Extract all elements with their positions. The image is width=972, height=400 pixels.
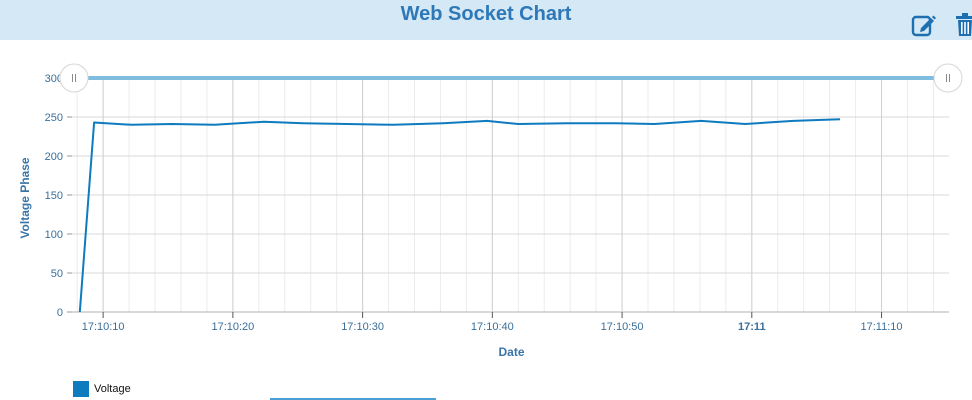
y-tick-label: 150 <box>45 190 63 202</box>
legend-item-voltage[interactable]: Voltage <box>73 380 131 398</box>
scrollbar-track[interactable] <box>72 76 951 80</box>
trash-icon[interactable] <box>952 12 972 38</box>
y-tick-label: 50 <box>51 268 63 280</box>
y-tick-label: 200 <box>45 151 63 163</box>
x-tick-label: 17:10:20 <box>211 321 254 333</box>
series-layer <box>78 118 841 313</box>
scrollbar-grip-left[interactable] <box>59 63 89 93</box>
legend-label: Voltage <box>94 383 131 395</box>
chart-header: Web Socket Chart <box>0 0 972 40</box>
y-tick-label: 250 <box>45 112 63 124</box>
x-axis-label: Date <box>498 345 524 359</box>
y-axis: 0 50 100 150 200 250 300 <box>45 73 72 319</box>
chart-title: Web Socket Chart <box>400 3 572 25</box>
x-axis: 17:10:10 17:10:20 17:10:30 17:10:40 17:10:50… <box>82 312 903 333</box>
x-tick-label: 17:11:10 <box>861 321 903 333</box>
bottom-scroll-indicator[interactable] <box>270 398 436 400</box>
y-tick-label: 300 <box>45 73 63 85</box>
x-tick-label: 17:10:50 <box>601 321 644 333</box>
legend-swatch <box>73 381 89 397</box>
y-axis-label: Voltage Phase <box>18 157 32 238</box>
major-grid <box>72 77 949 313</box>
y-tick-label: 100 <box>45 229 63 241</box>
y-tick-label: 0 <box>57 307 63 319</box>
edit-icon[interactable] <box>911 12 937 38</box>
x-tick-label: 17:11 <box>738 321 766 333</box>
value-scrollbar[interactable] <box>59 63 963 93</box>
x-tick-label: 17:10:30 <box>341 321 384 333</box>
x-tick-label: 17:10:40 <box>471 321 514 333</box>
scrollbar-grip-right[interactable] <box>933 63 963 93</box>
x-tick-label: 17:10:10 <box>82 321 125 333</box>
